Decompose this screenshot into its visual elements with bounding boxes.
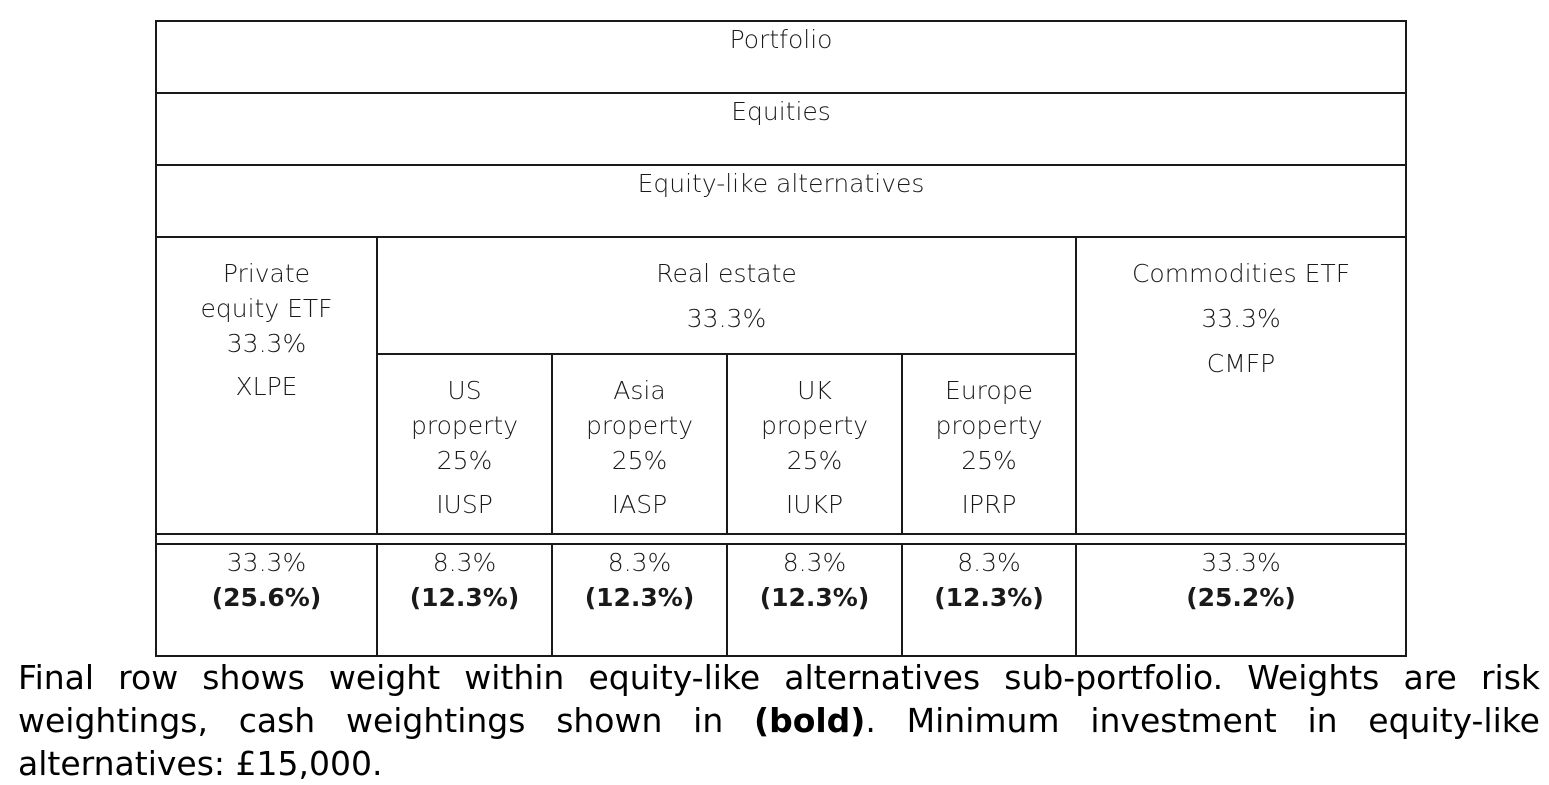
europe-property-weight: 25% (961, 446, 1017, 475)
uk-property-cell: UK property 25% IUKP (726, 353, 903, 535)
uk-property-ticker: IUKP (785, 490, 844, 519)
asia-property-line1: Asia (613, 376, 666, 405)
europe-property-line2: property (935, 411, 1043, 440)
cash-weight: (12.3%) (584, 583, 695, 612)
header-equities: Equities (154, 92, 1408, 166)
cash-weight: (25.2%) (1186, 583, 1296, 612)
header-row-portfolio: Portfolio (154, 20, 1408, 94)
risk-weight: 8.3% (607, 548, 672, 577)
us-property-line1: US (447, 376, 482, 405)
uk-property-line2: property (760, 411, 869, 440)
real-estate-subcategory-row: US property 25% IUSP Asia property 25% I… (156, 353, 1406, 535)
header-equity-like-alternatives: Equity-like alternatives (154, 164, 1408, 238)
caption-text-part2: . Minimum investment in equity-like alte… (18, 701, 1540, 783)
caption-bold-text: (bold) (754, 701, 866, 740)
asia-property-ticker: IASP (611, 490, 668, 519)
final-weight-europe-property: 8.3% (12.3%) (901, 543, 1077, 657)
asia-property-cell: Asia property 25% IASP (551, 353, 728, 535)
uk-property-line1: UK (797, 376, 832, 405)
portfolio-allocation-table: Portfolio Equities Equity-like alternati… (154, 20, 1408, 657)
header-row-equity-like-alternatives: Equity-like alternatives (154, 164, 1408, 238)
category-row: Private equity ETF 33.3% XLPE Real estat… (155, 236, 1408, 535)
private-equity-cell: Private equity ETF 33.3% XLPE (155, 236, 378, 535)
risk-weight: 33.3% (1201, 548, 1281, 577)
private-equity-name-line1: Private (222, 259, 311, 288)
final-weight-private-equity: 33.3% (25.6%) (155, 543, 378, 657)
commodities-ticker: CMFP (1206, 349, 1276, 378)
final-weight-uk-property: 8.3% (12.3%) (726, 543, 903, 657)
cash-weight: (12.3%) (759, 583, 870, 612)
private-equity-weight: 33.3% (226, 329, 307, 358)
us-property-line2: property (410, 411, 519, 440)
commodities-weight: 33.3% (1201, 304, 1281, 333)
final-weight-commodities: 33.3% (25.2%) (1074, 543, 1408, 657)
header-row-equities: Equities (154, 92, 1408, 166)
final-weight-asia-property: 8.3% (12.3%) (551, 543, 728, 657)
uk-property-weight: 25% (786, 446, 843, 475)
real-estate-cell: Real estate 33.3% (376, 236, 1077, 355)
risk-weight: 8.3% (957, 548, 1021, 577)
header-portfolio: Portfolio (154, 20, 1408, 94)
europe-property-line1: Europe (945, 376, 1033, 405)
real-estate-weight: 33.3% (686, 304, 767, 333)
us-property-cell: US property 25% IUSP (376, 353, 553, 535)
risk-weight: 8.3% (432, 548, 497, 577)
final-weight-us-property: 8.3% (12.3%) (376, 543, 553, 657)
private-equity-name-line2: equity ETF (200, 294, 333, 323)
real-estate-name: Real estate (656, 259, 797, 288)
commodities-cell: Commodities ETF 33.3% CMFP (1074, 236, 1408, 535)
risk-weight: 33.3% (226, 548, 307, 577)
cash-weight: (25.6%) (211, 583, 322, 612)
commodities-name: Commodities ETF (1131, 259, 1351, 288)
private-equity-ticker: XLPE (235, 372, 298, 401)
europe-property-cell: Europe property 25% IPRP (901, 353, 1077, 535)
europe-property-ticker: IPRP (961, 490, 1017, 519)
table-caption: Final row shows weight within equity-lik… (18, 656, 1540, 785)
asia-property-line2: property (585, 411, 694, 440)
us-property-weight: 25% (436, 446, 493, 475)
risk-weight: 8.3% (782, 548, 847, 577)
asia-property-weight: 25% (611, 446, 668, 475)
caption-text-part1: Final row shows weight within equity-lik… (18, 658, 1540, 740)
us-property-ticker: IUSP (436, 490, 493, 519)
cash-weight: (12.3%) (409, 583, 520, 612)
cash-weight: (12.3%) (934, 583, 1044, 612)
double-rule-separator (154, 533, 1408, 545)
final-weights-row: 33.3% (25.6%) 8.3% (12.3%) 8.3% (12.3%) … (155, 543, 1408, 657)
